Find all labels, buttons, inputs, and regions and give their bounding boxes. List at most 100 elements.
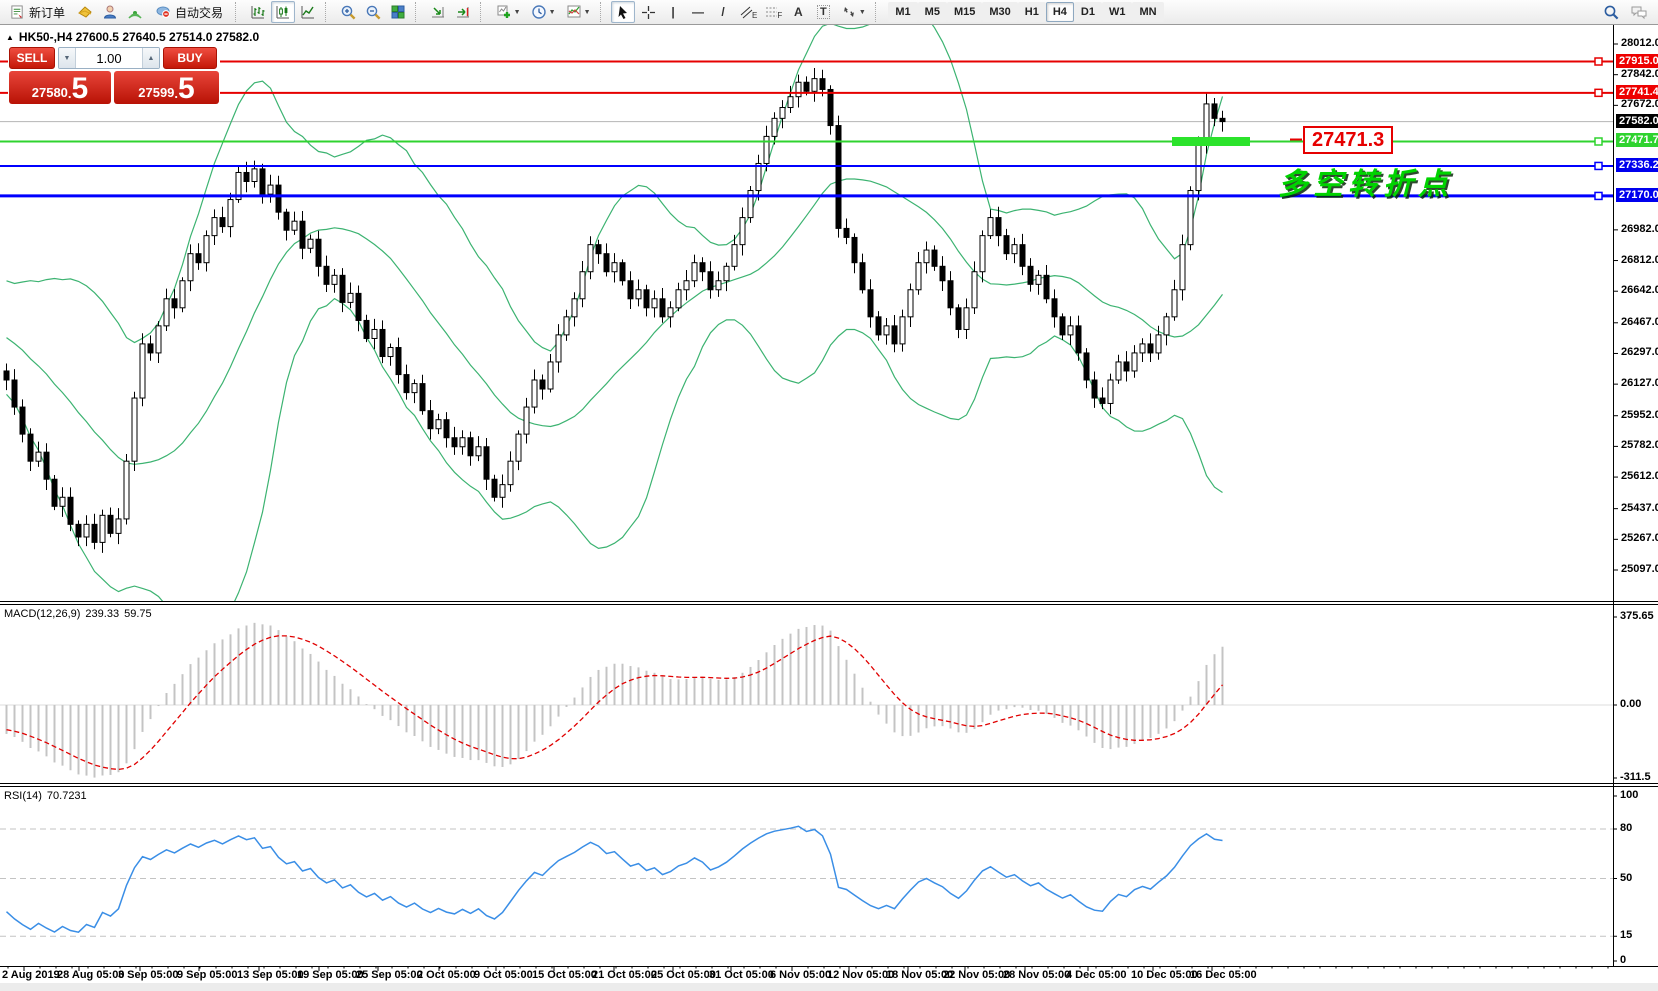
autotrading-button[interactable]: 自动交易 [148,1,230,23]
bar-chart-button[interactable] [246,1,270,23]
templates-icon [567,5,581,18]
buy-price-int: 27599 [138,84,175,100]
templates-button[interactable]: ▼ [561,1,595,23]
line-chart-button[interactable] [296,1,320,23]
hline-handle-27915 [1594,57,1603,66]
dropdown-caret-icon: ▼ [858,8,866,16]
signals-icon [128,11,142,19]
fibonacci-letter: F [777,10,783,20]
buy-price-display[interactable]: 27599. 5 [114,71,219,104]
toolbar-separator [415,2,422,22]
chat-button[interactable] [1627,1,1651,23]
macd-axis-0.00: 0.00 [1620,698,1642,710]
timeframe-MN[interactable]: MN [1132,2,1164,22]
sell-price-display[interactable]: 27580. 5 [9,71,111,104]
channel-button[interactable]: E [736,1,760,23]
price-callout-label[interactable]: 27471.3 [1303,126,1394,154]
buy-price-dot: . [174,85,179,101]
price-tick-26982.0: 26982.0 [1621,222,1658,235]
collapse-panel-icon[interactable]: ▲ [6,32,14,42]
price-tick-25952.0: 25952.0 [1621,408,1658,421]
market-button[interactable] [73,1,97,23]
time-label: 12 Nov 05:00 [827,969,895,981]
autotrading-label: 自动交易 [175,5,224,20]
timeframe-H4[interactable]: H4 [1045,2,1074,22]
profile-icon [103,5,117,19]
signals-button[interactable] [123,1,147,23]
timeframe-H1[interactable]: H1 [1017,2,1046,22]
candlestick-chart-button[interactable] [271,1,296,23]
time-label: 25 Sep 05:00 [356,969,423,981]
zoom-out-button[interactable] [361,1,385,23]
rsi-axis-100: 100 [1620,789,1639,801]
rsi-line [5,825,1223,934]
volume-increase-button[interactable]: ▲ [142,48,159,68]
toolbar-right-group [1599,1,1655,23]
market-icon [78,6,92,18]
buy-price-frac: 5 [178,72,195,106]
trendline-button[interactable]: / [711,1,735,23]
highlight-bar[interactable] [1172,136,1250,146]
text-label-button[interactable]: T [811,1,835,23]
rsi-pane-label: RSI(14) 70.7231 [4,790,92,802]
search-button[interactable] [1599,1,1623,23]
autotrading-icon [156,6,170,18]
time-label: 16 Dec 05:00 [1190,969,1257,981]
horizontal-scrollbar[interactable] [0,983,1658,991]
timeframe-M30[interactable]: M30 [982,2,1018,22]
indicators-button[interactable]: ▼ [491,1,525,23]
price-label-27915.0: 27915.0 [1616,53,1658,68]
fibonacci-button[interactable]: F [761,1,785,23]
auto-scroll-icon [432,7,445,18]
price-tick-25782.0: 25782.0 [1621,439,1658,452]
price-tick-25097.0: 25097.0 [1621,563,1658,575]
timeframe-M5[interactable]: M5 [917,2,947,22]
price-label-27741.4: 27741.4 [1616,84,1658,99]
dropdown-caret-icon: ▼ [548,8,556,16]
arrows-button[interactable]: ▼ [836,1,870,23]
zoom-in-button[interactable] [336,1,360,23]
time-label: 15 Oct 05:00 [532,969,597,981]
price-label-27582.0: 27582.0 [1616,113,1658,128]
horizontal-line-icon: — [692,5,705,19]
macd-axis-375.65: 375.65 [1620,610,1654,622]
chart-shift-button[interactable] [451,1,475,23]
clock-icon [531,5,546,19]
buy-button[interactable]: BUY [163,47,217,69]
volume-input[interactable] [76,48,142,68]
periods-button[interactable]: ▼ [526,1,560,23]
chart-note-text[interactable]: 多空转折点 [1278,168,1453,201]
price-tick-25437.0: 25437.0 [1621,501,1658,514]
macd-pane-label: MACD(12,26,9) 239.33 59.75 [4,608,157,620]
time-label: 28 Nov 05:00 [1003,969,1071,981]
volume-decrease-button[interactable]: ▼ [59,48,76,68]
price-tick-26127.0: 26127.0 [1621,377,1658,390]
indicators-icon [497,5,510,18]
toolbar-separator [600,2,607,22]
price-tick-28012.0: 28012.0 [1621,37,1658,49]
timeframe-D1[interactable]: D1 [1073,2,1102,22]
crosshair-button[interactable] [636,1,660,23]
timeframe-W1[interactable]: W1 [1101,2,1133,22]
tile-windows-button[interactable] [386,1,410,23]
new-order-button[interactable]: 新订单 [3,1,72,23]
cursor-button[interactable] [611,1,636,23]
line-chart-icon [301,6,315,19]
timeframe-M1[interactable]: M1 [888,2,918,22]
price-tick-27672.0: 27672.0 [1621,98,1658,111]
price-label-27336.2: 27336.2 [1616,157,1658,172]
tile-windows-icon [391,5,405,19]
profile-button[interactable] [98,1,122,23]
horizontal-line-button[interactable]: — [686,1,710,23]
hline-handle-27471.7 [1594,137,1603,146]
auto-scroll-button[interactable] [426,1,450,23]
vertical-line-button[interactable]: | [661,1,685,23]
time-label: 31 Oct 05:00 [709,969,774,981]
text-button[interactable]: A [786,1,810,23]
sell-price-frac: 5 [71,72,89,106]
rsi-axis-0: 0 [1620,954,1627,966]
time-label: 21 Oct 05:00 [592,969,657,981]
sell-button[interactable]: SELL [9,47,55,69]
timeframe-M15[interactable]: M15 [946,2,983,22]
